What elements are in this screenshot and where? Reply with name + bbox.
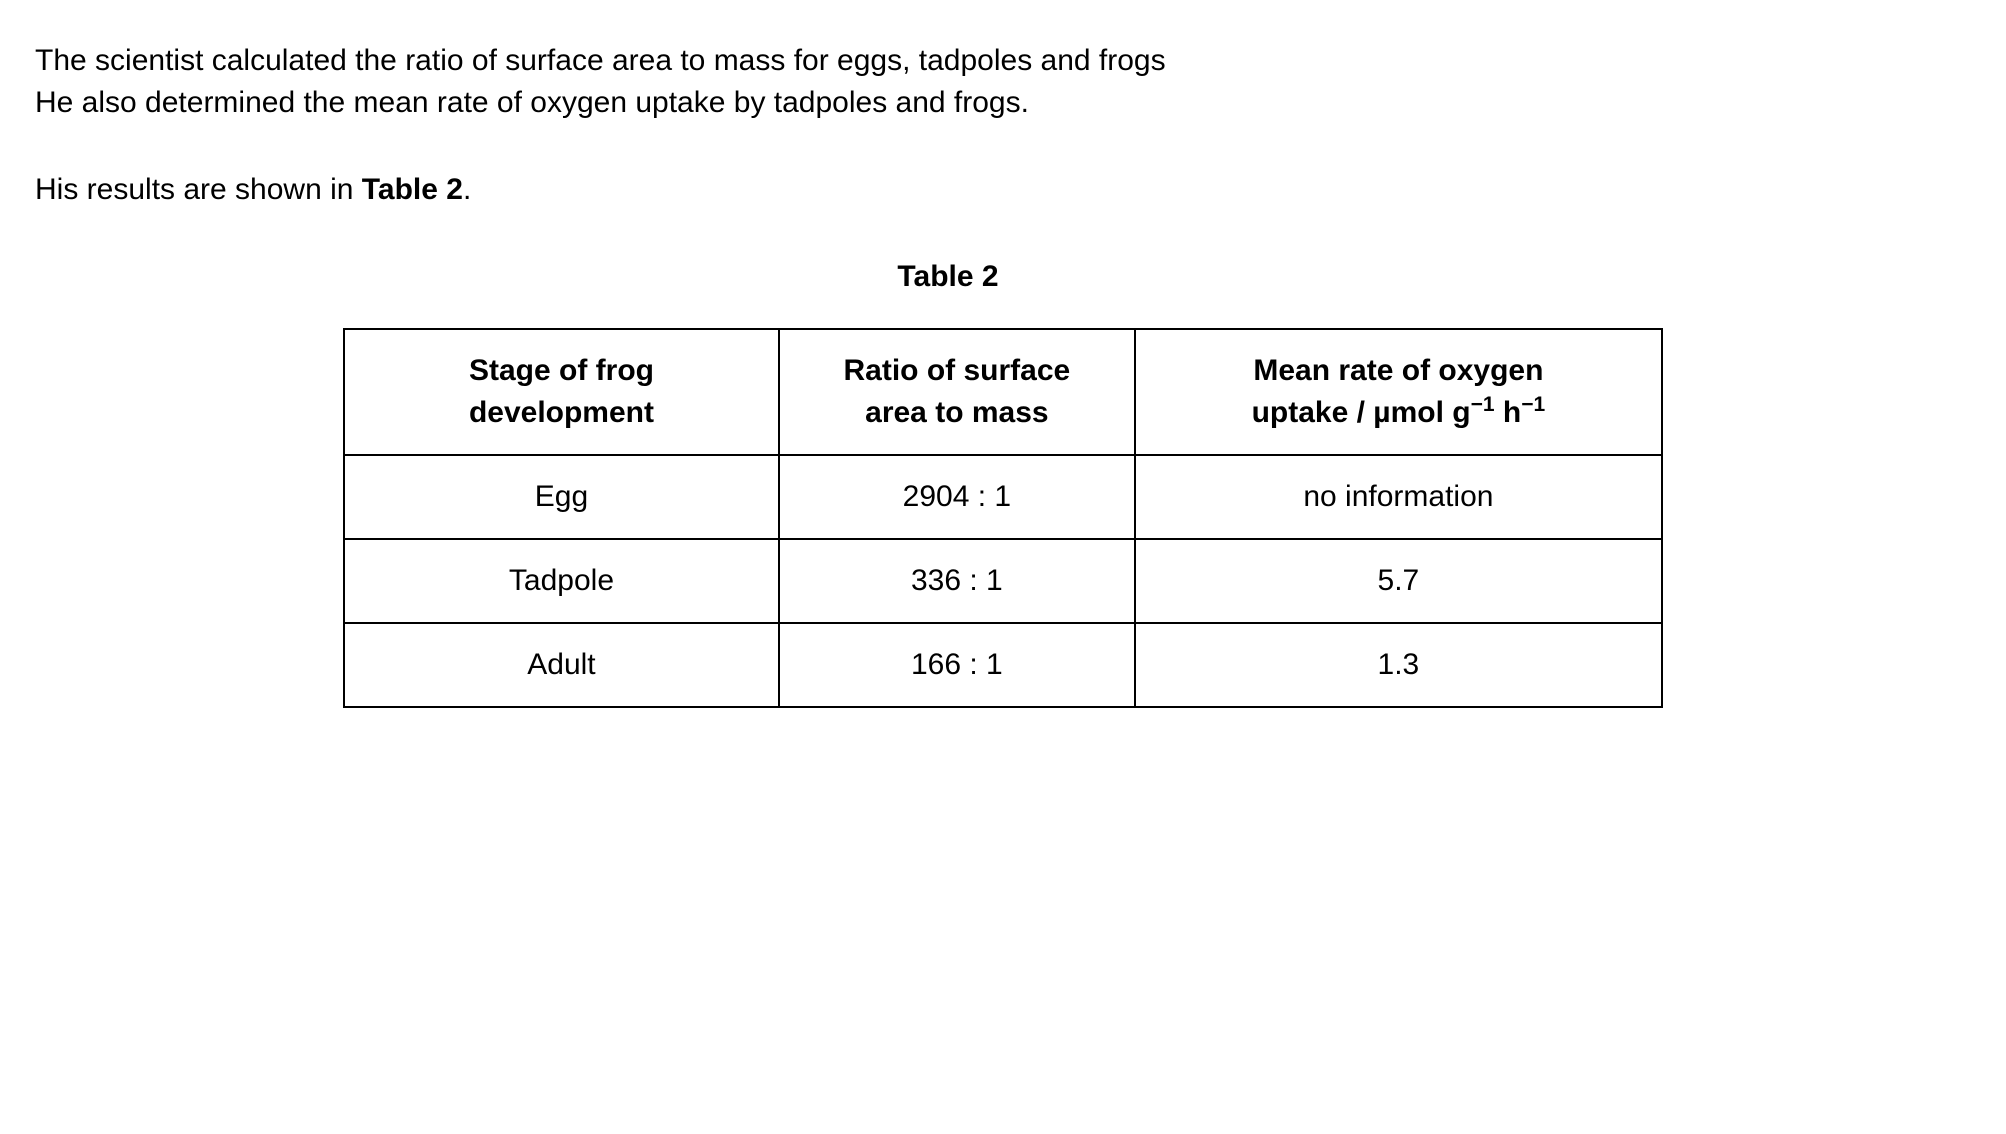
cell-uptake: no information [1135, 455, 1662, 539]
table-row: Egg 2904 : 1 no information [344, 455, 1662, 539]
cell-ratio: 166 : 1 [779, 623, 1135, 707]
cell-ratio: 336 : 1 [779, 539, 1135, 623]
data-table: Stage of frog development Ratio of surfa… [343, 328, 1663, 708]
cell-stage: Adult [344, 623, 779, 707]
column-header-stage: Stage of frog development [344, 329, 779, 455]
table-header-row: Stage of frog development Ratio of surfa… [344, 329, 1662, 455]
col3-prefix: uptake / µmol g [1252, 396, 1471, 429]
column-header-uptake: Mean rate of oxygen uptake / µmol g−1 h−… [1135, 329, 1662, 455]
col3-line1: Mean rate of oxygen [1253, 354, 1543, 387]
intro-line-3-suffix: . [463, 173, 471, 206]
col3-sup1: −1 [1471, 393, 1495, 416]
cell-uptake: 1.3 [1135, 623, 1662, 707]
table-row: Adult 166 : 1 1.3 [344, 623, 1662, 707]
intro-line-2: He also determined the mean rate of oxyg… [35, 86, 1029, 119]
col3-mid: h [1495, 396, 1522, 429]
table-body: Egg 2904 : 1 no information Tadpole 336 … [344, 455, 1662, 707]
column-header-ratio: Ratio of surface area to mass [779, 329, 1135, 455]
cell-ratio: 2904 : 1 [779, 455, 1135, 539]
intro-paragraph-1: The scientist calculated the ratio of su… [35, 40, 1971, 124]
table-caption: Table 2 [0, 256, 1971, 298]
intro-paragraph-2: His results are shown in Table 2. [35, 169, 1971, 211]
col2-line1: Ratio of surface [844, 354, 1071, 387]
cell-uptake: 5.7 [1135, 539, 1662, 623]
col1-line2: development [469, 396, 654, 429]
cell-stage: Tadpole [344, 539, 779, 623]
table-row: Tadpole 336 : 1 5.7 [344, 539, 1662, 623]
intro-line-3-bold: Table 2 [362, 173, 463, 206]
col2-line2: area to mass [865, 396, 1048, 429]
table-container: Stage of frog development Ratio of surfa… [35, 328, 1971, 708]
cell-stage: Egg [344, 455, 779, 539]
col3-sup2: −1 [1521, 393, 1545, 416]
intro-line-1: The scientist calculated the ratio of su… [35, 44, 1166, 77]
col1-line1: Stage of frog [469, 354, 654, 387]
intro-line-3-prefix: His results are shown in [35, 173, 362, 206]
